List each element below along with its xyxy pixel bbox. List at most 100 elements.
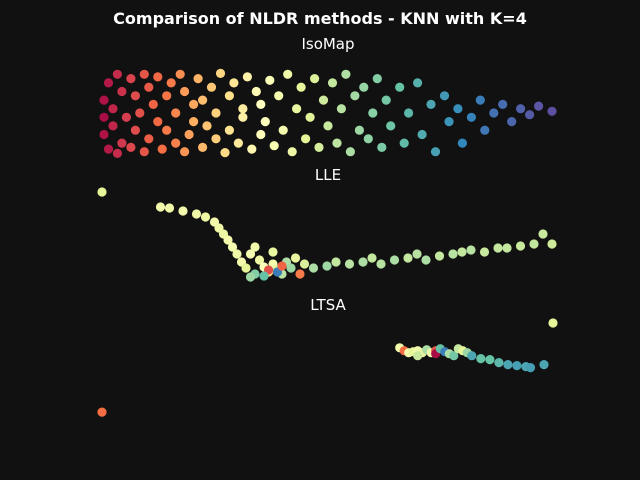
lle-point [223,235,233,245]
isomap-point [247,144,257,154]
isomap-point [269,141,279,151]
isomap-point [283,69,293,79]
isomap-title: IsoMap [301,35,354,53]
ltsa-point [503,360,513,370]
ltsa-point [548,318,558,328]
isomap-point [260,117,270,127]
isomap-point [457,138,467,148]
isomap-point [292,104,302,114]
lle-point [200,212,211,222]
isomap-point [336,104,346,114]
isomap-point [377,142,387,152]
isomap-point [166,78,176,88]
isomap-point [202,121,212,131]
isomap-point [189,117,199,127]
lle-point [250,242,260,252]
lle-point [232,249,242,259]
isomap-point [489,108,499,118]
ltsa-point [525,363,536,373]
lle-point [479,247,490,257]
lle-point [358,257,368,267]
lle-point [448,249,458,259]
lle-point [547,239,557,249]
isomap-point [171,138,181,148]
isomap-point [256,129,266,140]
isomap-point [162,91,172,101]
isomap-point [238,112,248,122]
lle-point [331,257,341,267]
lle-point [299,259,310,269]
isomap-point [327,78,338,88]
isomap-point [153,117,163,127]
isomap-point [265,75,275,85]
isomap-point [224,125,234,135]
lle-point [295,269,305,279]
isomap-point [345,147,355,157]
lle-point [308,263,319,273]
isomap-point [372,74,382,84]
ltsa-points [97,318,558,417]
lle-point [286,263,296,273]
isomap-point [278,125,288,135]
lle-point [97,187,107,197]
isomap-point [359,82,369,92]
ltsa-point [97,407,107,417]
lle-point [241,263,251,273]
isomap-point [444,117,454,127]
isomap-point [251,86,261,97]
isomap-point [117,138,127,148]
isomap-point [117,86,127,97]
lle-point [457,247,467,257]
ltsa-point [413,351,423,361]
isomap-point [363,134,373,144]
isomap-panel: IsoMap [99,35,557,158]
isomap-point [318,95,329,105]
ltsa-point [512,361,522,371]
lle-point [164,203,175,213]
isomap-point [417,129,427,140]
lle-title: LLE [315,166,341,184]
lle-point [344,259,355,269]
lle-point [538,229,548,239]
isomap-point [439,91,450,101]
ltsa-point [539,360,549,370]
isomap-point [525,110,535,120]
ltsa-panel: LTSA [97,296,558,417]
isomap-point [130,91,140,101]
isomap-point [99,112,109,122]
isomap-point [404,108,414,118]
isomap-point [399,138,409,148]
ltsa-point [449,351,459,361]
isomap-point [139,147,149,157]
isomap-point [475,95,485,105]
isomap-point [426,99,436,109]
isomap-point [144,82,154,92]
isomap-point [198,95,208,105]
isomap-point [108,104,118,114]
isomap-point [139,69,149,79]
lle-point [268,247,278,257]
lle-point [376,259,386,269]
isomap-point [354,125,364,135]
ltsa-point [467,351,477,361]
lle-point [493,243,503,253]
isomap-point [341,69,351,79]
isomap-point [153,72,163,82]
isomap-point [233,138,243,148]
ltsa-title: LTSA [310,296,346,314]
isomap-point [180,147,190,157]
lle-point [466,245,476,255]
isomap-point [99,95,109,105]
isomap-point [189,99,199,109]
lle-point [254,255,265,265]
isomap-point [480,125,490,135]
lle-point [191,209,202,219]
isomap-point [224,91,234,101]
lle-point [290,253,301,263]
lle-point [515,241,526,251]
isomap-point [220,148,230,158]
isomap-point [466,112,476,122]
isomap-point [211,108,221,118]
